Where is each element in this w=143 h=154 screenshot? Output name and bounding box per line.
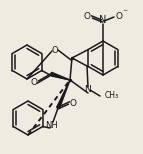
Text: ⁻: ⁻ bbox=[122, 8, 128, 18]
Text: O: O bbox=[69, 99, 77, 107]
Text: CH₃: CH₃ bbox=[105, 91, 119, 101]
Text: NH: NH bbox=[46, 120, 58, 130]
Text: N: N bbox=[99, 15, 107, 25]
Polygon shape bbox=[57, 80, 70, 109]
Text: O: O bbox=[52, 45, 58, 55]
Text: N: N bbox=[85, 85, 91, 95]
Text: O: O bbox=[30, 77, 37, 87]
Text: O: O bbox=[116, 12, 123, 20]
Text: O: O bbox=[84, 12, 91, 20]
Polygon shape bbox=[50, 72, 70, 80]
